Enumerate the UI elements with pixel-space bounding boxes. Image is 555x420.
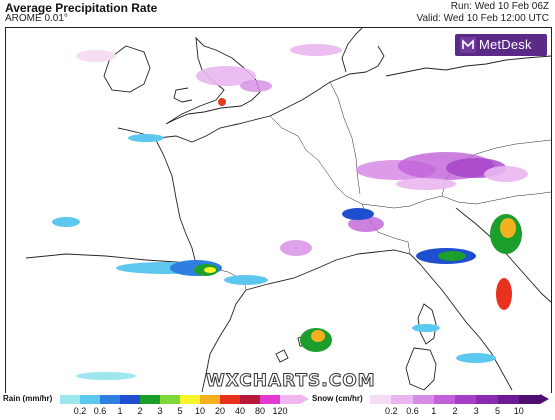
- map-canvas: [25, 28, 551, 393]
- rain-color-swatch: [200, 395, 220, 404]
- rain-color-swatch: [160, 395, 180, 404]
- snow-color-swatch: [412, 395, 434, 404]
- snow-tick-label: 0.2: [384, 406, 398, 416]
- rain-tick-label: 120: [272, 406, 288, 416]
- rain-color-swatch: [140, 395, 160, 404]
- snow-color-swatch: [476, 395, 498, 404]
- rain-color-swatch: [260, 395, 280, 404]
- snow-color-swatch: [433, 395, 455, 404]
- chart-title: Average Precipitation Rate: [5, 1, 158, 15]
- rain-color-scale: [60, 395, 300, 404]
- snow-color-swatch: [455, 395, 477, 404]
- snow-color-swatch: [391, 395, 413, 404]
- valid-time: Valid: Wed 10 Feb 12:00 UTC: [416, 13, 549, 24]
- snow-tick-label: 2: [452, 406, 458, 416]
- rain-precipitation: [52, 134, 522, 380]
- snow-color-swatch: [370, 395, 392, 404]
- rain-tick-label: 0.6: [93, 406, 107, 416]
- rain-scale-arrow: [300, 394, 309, 404]
- snow-tick-label: 5: [494, 406, 501, 416]
- rain-color-swatch: [280, 395, 300, 404]
- model-label: AROME 0.01°: [5, 13, 68, 24]
- metdesk-icon: [460, 37, 476, 53]
- snow-tick-label: 1: [431, 406, 437, 416]
- rain-tick-label: 80: [254, 406, 266, 416]
- snow-tick-label: 0.6: [406, 406, 419, 416]
- snow-scale-arrow: [540, 394, 549, 404]
- watermark: WXCHARTS.COM: [206, 371, 376, 392]
- borders: [195, 81, 551, 291]
- rain-color-swatch: [100, 395, 120, 404]
- legend: Rain (mm/hr) 0.2 0.6 1 2 3 5 10 20 40 80 120 Snow …: [0, 393, 555, 420]
- run-time: Run: Wed 10 Feb 06Z: [450, 1, 549, 12]
- rain-color-swatch: [60, 395, 80, 404]
- rain-tick-label: 3: [157, 406, 163, 416]
- rain-tick-label: 5: [177, 406, 183, 416]
- snow-color-scale: [370, 395, 540, 404]
- precipitation-map: MetDesk WXCHARTS.COM: [5, 27, 552, 394]
- rain-tick-label: 10: [194, 406, 206, 416]
- snow-legend-label: Snow (cm/hr): [312, 394, 363, 403]
- location-marker: [218, 98, 226, 106]
- snow-tick-label: 10: [513, 406, 524, 416]
- chart-header: Average Precipitation Rate AROME 0.01° R…: [0, 0, 555, 26]
- rain-color-swatch: [80, 395, 100, 404]
- rain-legend-label: Rain (mm/hr): [3, 394, 53, 403]
- rain-color-swatch: [120, 395, 140, 404]
- metdesk-logo: MetDesk: [455, 34, 547, 56]
- rain-tick-label: 40: [234, 406, 246, 416]
- rain-color-swatch: [240, 395, 260, 404]
- rain-tick-label: 0.2: [73, 406, 87, 416]
- metdesk-name: MetDesk: [479, 37, 532, 52]
- rain-color-swatch: [220, 395, 240, 404]
- rain-tick-label: 2: [137, 406, 143, 416]
- snow-tick-label: 3: [473, 406, 479, 416]
- snow-color-swatch: [497, 395, 519, 404]
- snow-precipitation: [76, 44, 528, 256]
- rain-tick-label: 20: [214, 406, 226, 416]
- rain-tick-label: 1: [117, 406, 123, 416]
- rain-color-swatch: [180, 395, 200, 404]
- coastlines: [25, 28, 551, 393]
- snow-color-swatch: [518, 395, 540, 404]
